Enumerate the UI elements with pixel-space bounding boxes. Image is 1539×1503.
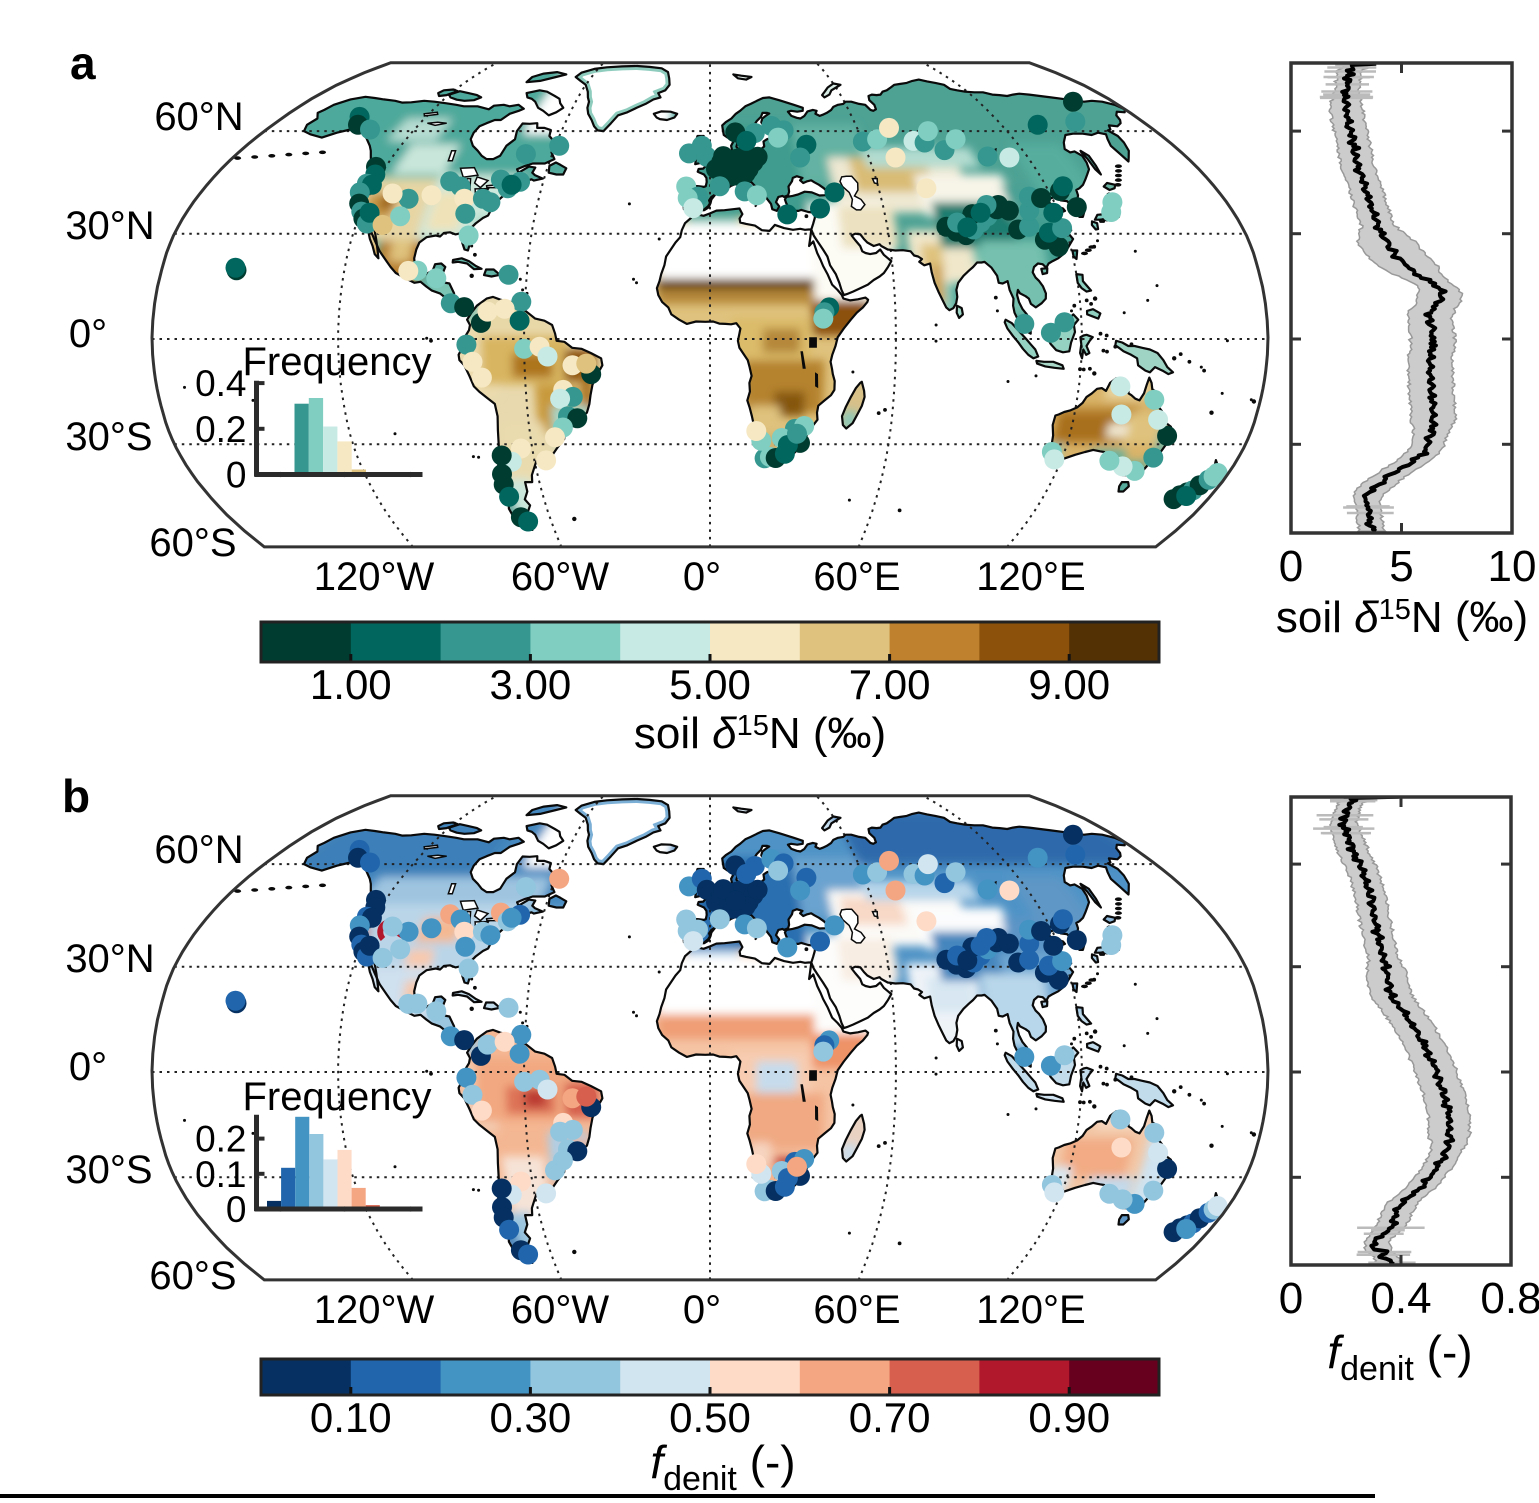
svg-text:1.00: 1.00 xyxy=(310,661,392,708)
svg-text:5: 5 xyxy=(1389,542,1413,591)
svg-text:0.4: 0.4 xyxy=(195,363,246,404)
svg-text:0.10: 0.10 xyxy=(310,1394,392,1441)
svg-text:0.8: 0.8 xyxy=(1480,1274,1539,1323)
svg-text:60°W: 60°W xyxy=(511,555,609,599)
svg-text:b: b xyxy=(62,770,90,822)
svg-text:0: 0 xyxy=(226,1189,247,1230)
svg-text:30°S: 30°S xyxy=(65,1148,152,1192)
svg-text:120°E: 120°E xyxy=(976,555,1085,599)
svg-text:Frequency: Frequency xyxy=(243,340,432,384)
svg-text:60°W: 60°W xyxy=(511,1288,609,1332)
svg-text:60°E: 60°E xyxy=(813,555,900,599)
svg-text:5.00: 5.00 xyxy=(669,661,751,708)
svg-text:0.50: 0.50 xyxy=(669,1394,751,1441)
svg-text:9.00: 9.00 xyxy=(1028,661,1110,708)
svg-text:0: 0 xyxy=(1279,542,1303,591)
svg-text:0.70: 0.70 xyxy=(849,1394,931,1441)
svg-text:10: 10 xyxy=(1488,542,1537,591)
svg-text:0.2: 0.2 xyxy=(195,1119,246,1160)
svg-text:30°N: 30°N xyxy=(65,937,154,981)
svg-text:0°: 0° xyxy=(683,555,721,599)
svg-text:60°S: 60°S xyxy=(149,1254,236,1298)
svg-text:30°N: 30°N xyxy=(65,204,154,248)
svg-text:30°S: 30°S xyxy=(65,415,152,459)
svg-text:fdenit (-): fdenit (-) xyxy=(1327,1326,1472,1388)
svg-text:0.1: 0.1 xyxy=(195,1154,246,1195)
svg-text:120°W: 120°W xyxy=(314,1288,435,1332)
svg-text:120°W: 120°W xyxy=(314,555,435,599)
svg-text:0.30: 0.30 xyxy=(490,1394,572,1441)
svg-text:120°E: 120°E xyxy=(976,1288,1085,1332)
svg-text:0°: 0° xyxy=(683,1288,721,1332)
svg-text:0.90: 0.90 xyxy=(1028,1394,1110,1441)
svg-text:a: a xyxy=(70,37,96,89)
svg-text:0: 0 xyxy=(226,455,247,496)
svg-text:0: 0 xyxy=(1279,1274,1303,1323)
svg-text:fdenit (-): fdenit (-) xyxy=(650,1436,795,1498)
svg-text:0.4: 0.4 xyxy=(1370,1274,1431,1323)
svg-text:60°N: 60°N xyxy=(154,95,243,139)
svg-text:Frequency: Frequency xyxy=(243,1075,432,1119)
svg-text:0°: 0° xyxy=(69,1045,107,1089)
svg-text:3.00: 3.00 xyxy=(490,661,572,708)
svg-text:60°N: 60°N xyxy=(154,828,243,872)
svg-text:7.00: 7.00 xyxy=(849,661,931,708)
svg-text:0.2: 0.2 xyxy=(195,409,246,450)
svg-text:60°E: 60°E xyxy=(813,1288,900,1332)
svg-text:60°S: 60°S xyxy=(149,521,236,565)
svg-text:0°: 0° xyxy=(69,312,107,356)
